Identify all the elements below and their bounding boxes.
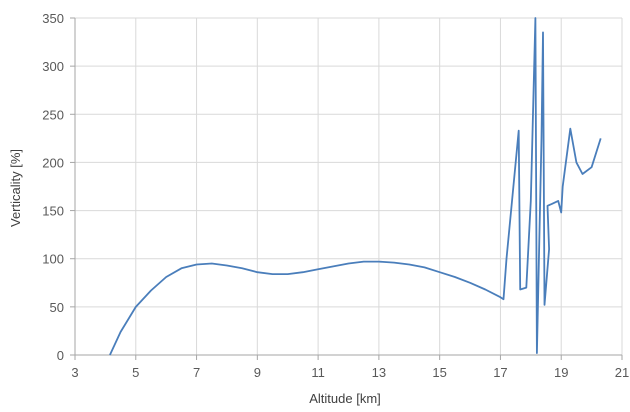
x-tick-label: 17 bbox=[493, 365, 507, 380]
y-tick-label: 200 bbox=[42, 155, 64, 170]
y-tick-labels: 0 50 100 150 200 250 300 350 bbox=[42, 11, 64, 363]
x-tick-labels: 3 5 7 9 11 13 15 17 19 21 bbox=[71, 365, 629, 380]
y-tick-label: 0 bbox=[57, 348, 64, 363]
x-tick-label: 21 bbox=[615, 365, 629, 380]
y-tick-label: 100 bbox=[42, 252, 64, 267]
y-axis-title: Verticality [%] bbox=[8, 149, 23, 227]
verticality-series-line bbox=[109, 17, 602, 356]
x-tick-label: 7 bbox=[193, 365, 200, 380]
series-group bbox=[109, 17, 602, 356]
x-axis-title: Altitude [km] bbox=[309, 391, 381, 406]
y-tick-label: 250 bbox=[42, 107, 64, 122]
x-tick-label: 3 bbox=[71, 365, 78, 380]
x-tick-label: 19 bbox=[554, 365, 568, 380]
y-tick-label: 50 bbox=[50, 300, 64, 315]
y-tick-label: 150 bbox=[42, 204, 64, 219]
axes bbox=[70, 17, 623, 360]
x-tick-label: 9 bbox=[254, 365, 261, 380]
y-tick-label: 300 bbox=[42, 59, 64, 74]
x-tick-label: 13 bbox=[372, 365, 386, 380]
x-tick-label: 11 bbox=[311, 365, 325, 380]
y-tick-label: 350 bbox=[42, 11, 64, 26]
x-tick-label: 15 bbox=[432, 365, 446, 380]
x-tick-label: 5 bbox=[132, 365, 139, 380]
x-gridlines bbox=[135, 18, 623, 355]
